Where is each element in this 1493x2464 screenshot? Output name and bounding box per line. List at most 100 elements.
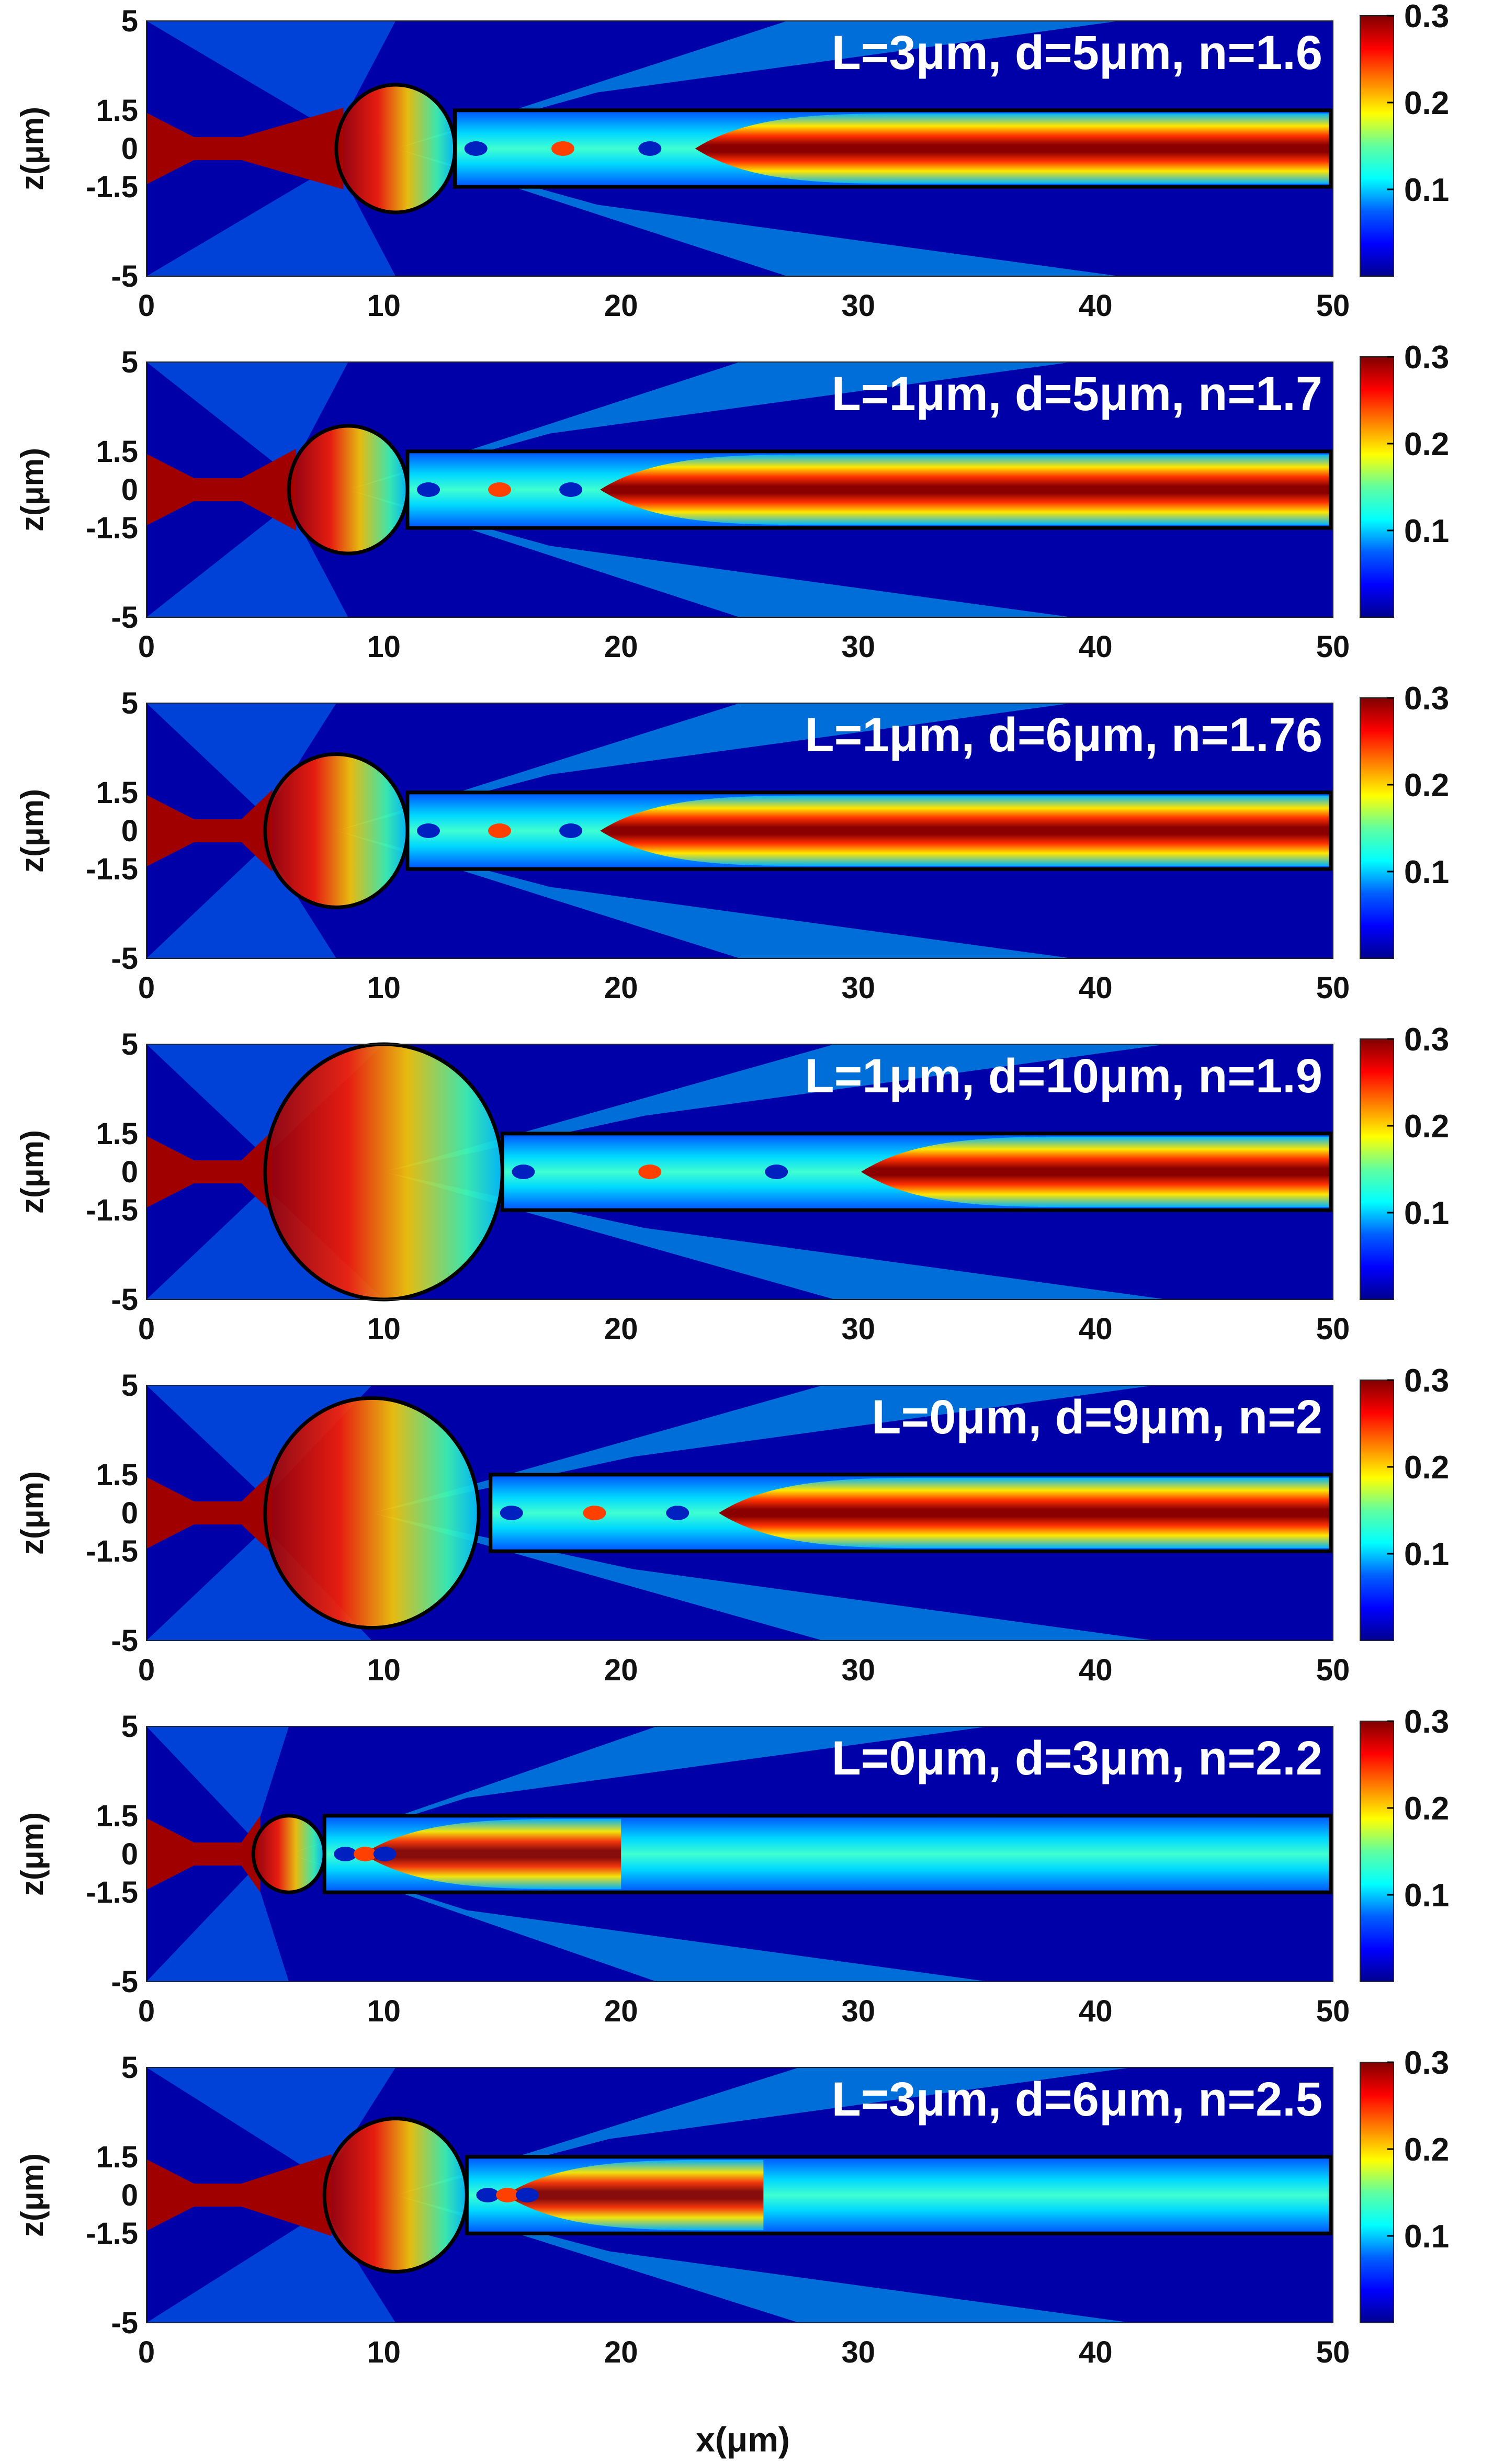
- interference-spot: [583, 1506, 606, 1520]
- interference-spot: [476, 2188, 500, 2202]
- sphere-field: [289, 426, 408, 553]
- input-lobe: [146, 362, 348, 474]
- y-tick-label: 0: [121, 132, 138, 166]
- y-tick-label: -5: [111, 1624, 138, 1658]
- panel-5: L=0μm, d=9μm, n=2 5 1.5 0 -1.5 -5 z(μm) 0 10 20 30…: [15, 1363, 1449, 1687]
- colorbar-tick-label: 0.3: [1404, 2045, 1449, 2081]
- y-axis-label: z(μm): [15, 1812, 50, 1896]
- plot-frame: [146, 1726, 1333, 1982]
- field-map: [146, 362, 1333, 617]
- field-map: [146, 1044, 1333, 1299]
- y-axis-label: z(μm): [15, 448, 50, 532]
- colorbar-tick-label: 0.1: [1404, 513, 1449, 549]
- colorbar: [1360, 15, 1394, 277]
- colorbar-tick-label: 0.2: [1404, 2132, 1449, 2168]
- colorbar-tick-label: 0.2: [1404, 767, 1449, 804]
- scattered-lobes: [146, 703, 1072, 958]
- colorbar: [1360, 356, 1394, 618]
- sphere-field: [265, 1044, 503, 1299]
- x-tick-label: 50: [1316, 1653, 1350, 1687]
- x-tick-label: 0: [138, 971, 155, 1005]
- colorbar: [1360, 697, 1394, 959]
- waveguide-outline: [405, 449, 1333, 530]
- y-tick-label: 0: [121, 1155, 138, 1189]
- y-tick-label: 1.5: [96, 94, 138, 128]
- microsphere-outline: [263, 1396, 481, 1630]
- sphere-field: [253, 1815, 325, 1893]
- guided-mode: [363, 1818, 621, 1890]
- y-tick-label: 0: [121, 1496, 138, 1530]
- y-axis-label: z(μm): [15, 1130, 50, 1214]
- x-tick-label: 20: [604, 2335, 638, 2369]
- y-tick-label: 5: [121, 1027, 138, 1061]
- x-tick-label: 20: [604, 971, 638, 1005]
- interference-spot: [515, 2188, 539, 2202]
- colorbar-tick-label: 0.2: [1404, 426, 1449, 462]
- input-beam: [146, 1815, 261, 1893]
- x-tick-label: 50: [1316, 971, 1350, 1005]
- x-tick-label: 30: [842, 971, 876, 1005]
- interference-spot: [512, 1165, 535, 1179]
- colorbar-tick-label: 0.2: [1404, 1109, 1449, 1145]
- x-axis-label: x(μm): [696, 2420, 790, 2459]
- x-tick-label: 10: [367, 2335, 401, 2369]
- side-lobe: [395, 2067, 1132, 2195]
- y-tick-label: -1.5: [86, 170, 138, 204]
- panel-title: L=0μm, d=9μm, n=2: [872, 1391, 1322, 1444]
- x-tick-label: 40: [1079, 1994, 1113, 2028]
- guided-mode: [600, 795, 1333, 866]
- y-tick-label: 1.5: [96, 776, 138, 810]
- y-tick-label: 1.5: [96, 1458, 138, 1492]
- y-tick-label: -5: [111, 2306, 138, 2340]
- x-tick-label: 0: [138, 289, 155, 323]
- side-lobe: [395, 149, 1119, 276]
- colorbar-tick-label: 0.2: [1404, 85, 1449, 121]
- panel-2: L=1μm, d=5μm, n=1.7 5 1.5 0 -1.5 -5 z(μm) 0 10 20…: [15, 340, 1449, 664]
- y-tick-label: -5: [111, 1283, 138, 1317]
- panel-title: L=1μm, d=6μm, n=1.76: [805, 708, 1322, 762]
- sphere-field: [265, 754, 408, 908]
- guided-mode: [719, 1477, 1333, 1549]
- colorbar-tick-label: 0.3: [1404, 0, 1449, 35]
- y-tick-label: -5: [111, 601, 138, 635]
- panel-title: L=3μm, d=5μm, n=1.6: [832, 26, 1322, 80]
- input-beam: [146, 107, 344, 190]
- y-tick-label: 5: [121, 4, 138, 38]
- guided-mode: [695, 113, 1333, 184]
- interference-spot: [500, 1506, 523, 1520]
- colorbar-tick-label: 0.1: [1404, 172, 1449, 208]
- colorbar-tick-label: 0.1: [1404, 854, 1449, 890]
- input-lobe: [146, 2067, 396, 2180]
- y-tick-label: 5: [121, 2051, 138, 2085]
- colorbar-tick-label: 0.1: [1404, 1878, 1449, 1914]
- colorbar: [1360, 1380, 1394, 1641]
- panels: L=3μm, d=5μm, n=1.6 5 1.5 0 -1.5 -5 z(μm) 0 10 20…: [15, 0, 1449, 2369]
- x-tick-label: 20: [604, 630, 638, 664]
- colorbar-tick-label: 0.2: [1404, 1450, 1449, 1486]
- field-map: [146, 2067, 1333, 2323]
- x-tick-label: 30: [842, 289, 876, 323]
- y-tick-label: -1.5: [86, 2217, 138, 2251]
- x-tick-label: 10: [367, 971, 401, 1005]
- y-axis-label: z(μm): [15, 789, 50, 873]
- y-tick-label: 0: [121, 2178, 138, 2212]
- x-tick-label: 0: [138, 1994, 155, 2028]
- interference-spot: [373, 1847, 397, 1861]
- panel-3: L=1μm, d=6μm, n=1.76 5 1.5 0 -1.5 -5 z(μm) 0 10 2…: [15, 681, 1449, 1005]
- y-tick-label: 5: [121, 1710, 138, 1744]
- x-tick-label: 30: [842, 1312, 876, 1346]
- x-tick-label: 40: [1079, 1312, 1113, 1346]
- field-map: [146, 703, 1333, 958]
- x-tick-label: 40: [1079, 2335, 1113, 2369]
- interference-spot: [551, 141, 574, 156]
- x-tick-label: 30: [842, 630, 876, 664]
- x-tick-label: 10: [367, 1653, 401, 1687]
- side-lobe: [371, 1513, 1155, 1641]
- plot-frame: [146, 1044, 1333, 1300]
- scattered-lobes: [146, 362, 1072, 617]
- guided-mode: [600, 454, 1333, 525]
- y-tick-label: -1.5: [86, 852, 138, 886]
- x-tick-label: 0: [138, 1312, 155, 1346]
- interference-spot: [334, 1847, 357, 1861]
